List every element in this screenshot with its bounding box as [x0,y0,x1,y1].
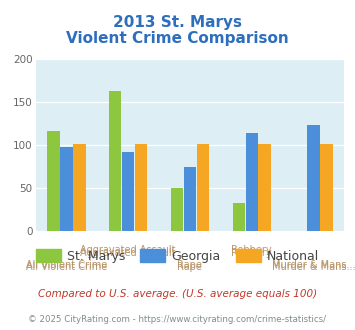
Bar [47,131,60,231]
Text: Rape: Rape [178,260,202,270]
Text: Violent Crime Comparison: Violent Crime Comparison [66,31,289,46]
Bar [197,144,209,231]
Bar [122,152,134,231]
Text: Murder & Mans...: Murder & Mans... [272,260,355,270]
Text: Aggravated Assault: Aggravated Assault [80,245,176,255]
Bar [233,203,245,231]
Bar [184,167,196,231]
Text: Robbery: Robbery [231,245,272,255]
Bar [109,91,121,231]
Bar [246,133,258,231]
Bar [171,188,183,231]
Text: Murder & Mans...: Murder & Mans... [272,262,355,272]
Text: Rape: Rape [178,262,202,272]
Bar [73,144,86,231]
Text: Aggravated Assault: Aggravated Assault [80,248,176,258]
Bar [60,147,72,231]
Legend: St. Marys, Georgia, National: St. Marys, Georgia, National [36,249,319,263]
Text: All Violent Crime: All Violent Crime [26,260,107,270]
Text: Compared to U.S. average. (U.S. average equals 100): Compared to U.S. average. (U.S. average … [38,289,317,299]
Text: All Violent Crime: All Violent Crime [26,262,107,272]
Bar [307,125,320,231]
Text: © 2025 CityRating.com - https://www.cityrating.com/crime-statistics/: © 2025 CityRating.com - https://www.city… [28,315,327,324]
Bar [258,144,271,231]
Bar [135,144,147,231]
Bar [320,144,333,231]
Text: 2013 St. Marys: 2013 St. Marys [113,15,242,30]
Text: Robbery: Robbery [231,248,272,258]
